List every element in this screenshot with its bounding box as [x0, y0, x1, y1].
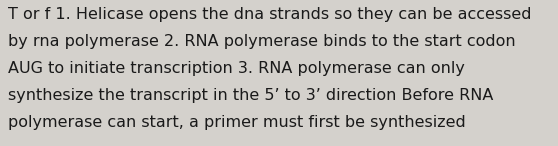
Text: T or f 1. Helicase opens the dna strands so they can be accessed: T or f 1. Helicase opens the dna strands… [8, 7, 531, 22]
Text: by rna polymerase 2. RNA polymerase binds to the start codon: by rna polymerase 2. RNA polymerase bind… [8, 34, 516, 49]
Text: synthesize the transcript in the 5’ to 3’ direction Before RNA: synthesize the transcript in the 5’ to 3… [8, 88, 493, 103]
Text: AUG to initiate transcription 3. RNA polymerase can only: AUG to initiate transcription 3. RNA pol… [8, 61, 465, 76]
Text: polymerase can start, a primer must first be synthesized: polymerase can start, a primer must firs… [8, 115, 465, 130]
